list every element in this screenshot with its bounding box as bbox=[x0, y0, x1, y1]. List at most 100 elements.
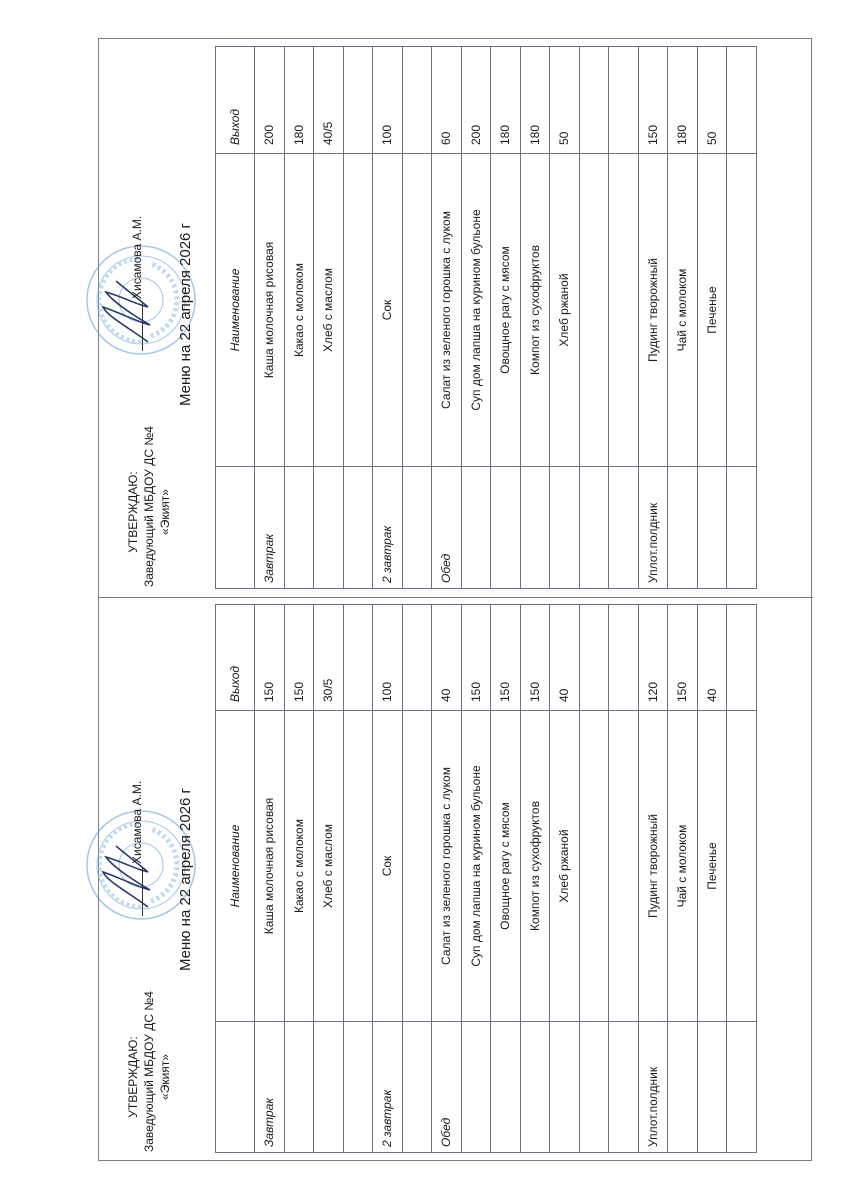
table-row bbox=[343, 46, 373, 589]
dish-name-cell: Овощное рагу с мясом bbox=[490, 710, 520, 1022]
header-output: Выход bbox=[215, 604, 255, 711]
approval-block: УТВЕРЖДАЮ: Заведующий МБДОУ ДС №4 «Экият… bbox=[125, 426, 173, 587]
table-row: Хлеб ржаной 40 bbox=[549, 604, 579, 1153]
meal-cell bbox=[313, 1021, 343, 1153]
table-row bbox=[726, 46, 756, 589]
table-header-row: Наименование Выход bbox=[215, 604, 255, 1153]
table-row: Печенье 40 bbox=[697, 604, 727, 1153]
dish-name-cell: Печенье bbox=[697, 153, 727, 467]
signature-line: Хисамова А.М. bbox=[130, 216, 144, 351]
output-cell: 60 bbox=[431, 46, 461, 154]
table-row: Завтрак Каша молочная рисовая 150 bbox=[254, 604, 284, 1153]
approval-label: УТВЕРЖДАЮ: bbox=[126, 1036, 140, 1118]
menu-title: Меню на 22 апреля 2026 г bbox=[177, 222, 194, 407]
table-row: Уплот.полдник Пудинг творожный 150 bbox=[638, 46, 668, 589]
dish-name-cell: Хлеб с маслом bbox=[313, 153, 343, 467]
output-cell: 150 bbox=[490, 604, 520, 711]
table-row: Какао с молоком 180 bbox=[284, 46, 314, 589]
dish-name-cell bbox=[343, 710, 373, 1022]
table-row bbox=[402, 46, 432, 589]
dish-name-cell: Каша молочная рисовая bbox=[254, 710, 284, 1022]
table-row: 2 завтрак Сок 100 bbox=[372, 46, 402, 589]
table-row: Хлеб с маслом 40/5 bbox=[313, 46, 343, 589]
output-cell: 120 bbox=[638, 604, 668, 711]
output-cell bbox=[402, 604, 432, 711]
dish-name-cell bbox=[402, 710, 432, 1022]
page-border bbox=[98, 38, 812, 1161]
meal-cell bbox=[608, 1021, 638, 1153]
signature-blank bbox=[142, 303, 143, 351]
output-cell: 40 bbox=[697, 604, 727, 711]
table-row bbox=[343, 604, 373, 1153]
output-cell: 50 bbox=[697, 46, 727, 154]
dish-name-cell bbox=[579, 710, 609, 1022]
meal-cell bbox=[549, 466, 579, 589]
table-row: 2 завтрак Сок 100 bbox=[372, 604, 402, 1153]
output-cell: 150 bbox=[461, 604, 491, 711]
signature-blank bbox=[142, 868, 143, 916]
output-cell: 100 bbox=[372, 604, 402, 711]
dish-name-cell: Пудинг творожный bbox=[638, 710, 668, 1022]
dish-name-cell bbox=[608, 710, 638, 1022]
output-cell: 150 bbox=[638, 46, 668, 154]
output-cell bbox=[343, 46, 373, 154]
organization-name: «Экият» bbox=[158, 1054, 172, 1100]
dish-name-cell: Хлеб с маслом bbox=[313, 710, 343, 1022]
menu-sheet-left: УТВЕРЖДАЮ: Заведующий МБДОУ ДС №4 «Экият… bbox=[0, 597, 813, 1162]
dish-name-cell bbox=[726, 153, 756, 467]
table-row: Овощное рагу с мясом 180 bbox=[490, 46, 520, 589]
output-cell: 180 bbox=[667, 46, 697, 154]
meal-cell bbox=[667, 1021, 697, 1153]
table-row bbox=[726, 604, 756, 1153]
meal-cell: Обед bbox=[431, 466, 461, 589]
output-cell: 100 bbox=[372, 46, 402, 154]
meal-cell bbox=[726, 466, 756, 589]
output-cell: 50 bbox=[549, 46, 579, 154]
meal-cell bbox=[461, 466, 491, 589]
output-cell: 30/5 bbox=[313, 604, 343, 711]
meal-cell bbox=[579, 1021, 609, 1153]
dish-name-cell: Салат из зеленого горошка с луком bbox=[431, 153, 461, 467]
meal-cell: Обед bbox=[431, 1021, 461, 1153]
output-cell: 180 bbox=[284, 46, 314, 154]
meal-cell: Завтрак bbox=[254, 1021, 284, 1153]
dish-name-cell: Печенье bbox=[697, 710, 727, 1022]
dish-name-cell: Сок bbox=[372, 710, 402, 1022]
table-row bbox=[608, 604, 638, 1153]
meal-cell bbox=[490, 466, 520, 589]
dish-name-cell: Пудинг творожный bbox=[638, 153, 668, 467]
output-cell: 150 bbox=[284, 604, 314, 711]
output-cell: 40 bbox=[549, 604, 579, 711]
meal-cell bbox=[284, 1021, 314, 1153]
dish-name-cell bbox=[726, 710, 756, 1022]
meal-cell bbox=[608, 466, 638, 589]
table-row: Печенье 50 bbox=[697, 46, 727, 589]
dish-name-cell bbox=[402, 153, 432, 467]
header-meal bbox=[215, 1021, 255, 1153]
meal-cell bbox=[520, 466, 550, 589]
meal-cell bbox=[579, 466, 609, 589]
table-row: Хлеб ржаной 50 bbox=[549, 46, 579, 589]
approver-position: Заведующий МБДОУ ДС №4 bbox=[142, 991, 156, 1152]
output-cell bbox=[579, 46, 609, 154]
meal-cell bbox=[697, 1021, 727, 1153]
table-header-row: Наименование Выход bbox=[215, 46, 255, 589]
table-row bbox=[608, 46, 638, 589]
table-row bbox=[402, 604, 432, 1153]
meal-cell: Завтрак bbox=[254, 466, 284, 589]
output-cell: 40/5 bbox=[313, 46, 343, 154]
dish-name-cell bbox=[343, 153, 373, 467]
output-cell: 150 bbox=[667, 604, 697, 711]
meal-cell: 2 завтрак bbox=[372, 1021, 402, 1153]
table-row: Завтрак Каша молочная рисовая 200 bbox=[254, 46, 284, 589]
header-name: Наименование bbox=[215, 710, 255, 1022]
menu-sheet-right: УТВЕРЖДАЮ: Заведующий МБДОУ ДС №4 «Экият… bbox=[0, 32, 813, 597]
meal-cell: Уплот.полдник bbox=[638, 466, 668, 589]
dish-name-cell bbox=[608, 153, 638, 467]
signer-name: Хисамова А.М. bbox=[130, 780, 144, 864]
meal-cell: 2 завтрак bbox=[372, 466, 402, 589]
signature-icon bbox=[101, 845, 151, 908]
meal-cell bbox=[343, 1021, 373, 1153]
dish-name-cell: Салат из зеленого горошка с луком bbox=[431, 710, 461, 1022]
output-cell bbox=[402, 46, 432, 154]
